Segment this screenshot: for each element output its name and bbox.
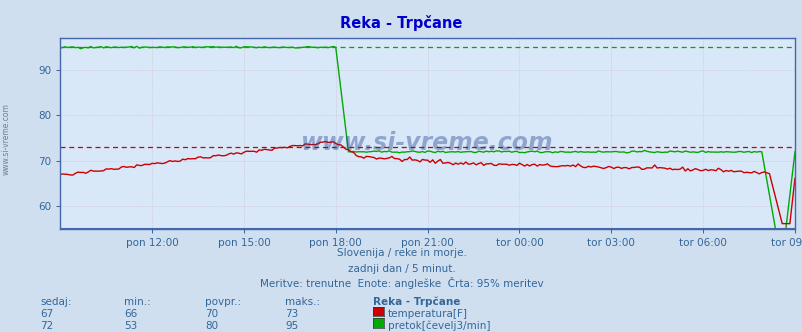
- Text: 66: 66: [124, 309, 138, 319]
- Text: 72: 72: [40, 321, 54, 331]
- Text: povpr.:: povpr.:: [205, 297, 241, 307]
- Text: 95: 95: [285, 321, 298, 331]
- Text: sedaj:: sedaj:: [40, 297, 71, 307]
- Text: Slovenija / reke in morje.: Slovenija / reke in morje.: [336, 248, 466, 258]
- Text: Reka - Trpčane: Reka - Trpčane: [373, 296, 460, 307]
- Text: 73: 73: [285, 309, 298, 319]
- Text: zadnji dan / 5 minut.: zadnji dan / 5 minut.: [347, 264, 455, 274]
- Text: 80: 80: [205, 321, 217, 331]
- Text: 67: 67: [40, 309, 54, 319]
- Text: maks.:: maks.:: [285, 297, 320, 307]
- Text: Reka - Trpčane: Reka - Trpčane: [340, 15, 462, 31]
- Text: pretok[čevelj3/min]: pretok[čevelj3/min]: [387, 320, 490, 331]
- Text: Meritve: trenutne  Enote: angleške  Črta: 95% meritev: Meritve: trenutne Enote: angleške Črta: …: [259, 277, 543, 289]
- Text: 53: 53: [124, 321, 138, 331]
- Text: temperatura[F]: temperatura[F]: [387, 309, 468, 319]
- Text: www.si-vreme.com: www.si-vreme.com: [2, 104, 11, 175]
- Text: www.si-vreme.com: www.si-vreme.com: [301, 131, 553, 155]
- Text: 70: 70: [205, 309, 217, 319]
- Text: min.:: min.:: [124, 297, 151, 307]
